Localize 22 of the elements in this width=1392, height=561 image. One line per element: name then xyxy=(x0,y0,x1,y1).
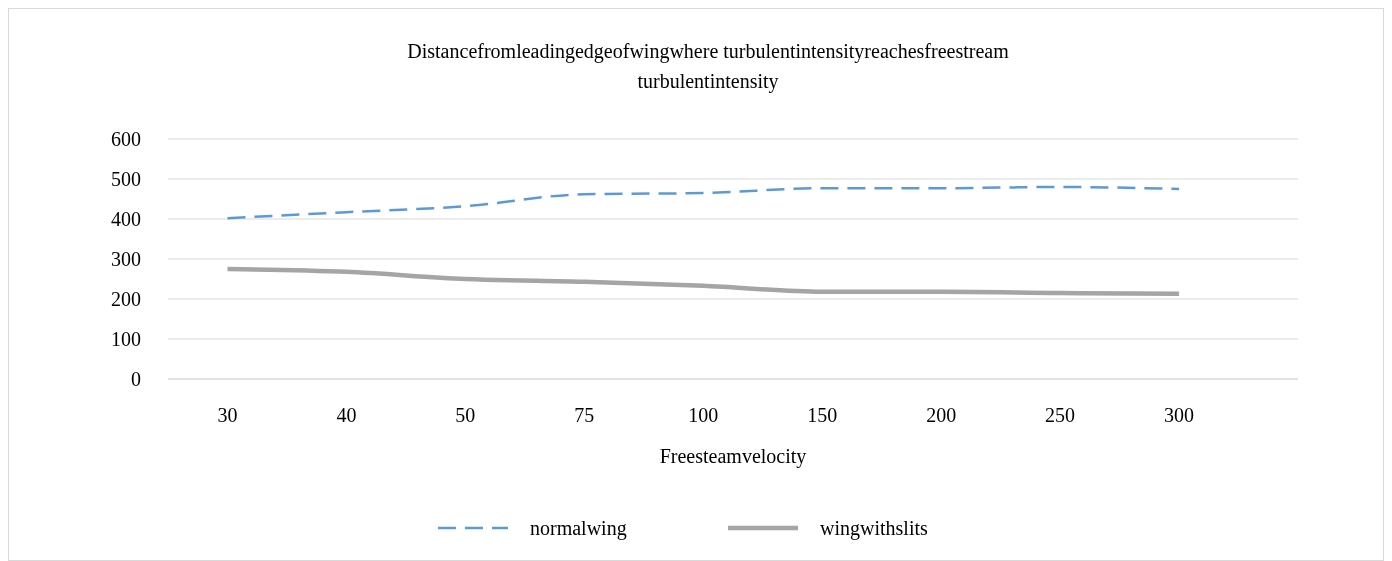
x-tick-label: 150 xyxy=(807,404,838,426)
x-tick-label: 100 xyxy=(688,404,719,426)
y-tick-label: 600 xyxy=(111,128,141,150)
y-tick-label: 300 xyxy=(111,248,141,270)
y-tick-label: 100 xyxy=(111,328,141,350)
line-series xyxy=(226,185,1181,220)
y-tick-label: 500 xyxy=(111,168,141,190)
y-tick-label: 0 xyxy=(131,368,141,390)
x-tick-label: 75 xyxy=(574,404,595,426)
legend-label: wingwithslits xyxy=(820,517,929,540)
x-tick-label: 250 xyxy=(1045,404,1076,426)
x-tick-label: 300 xyxy=(1164,404,1195,426)
legend-label: normalwing xyxy=(530,517,627,540)
y-tick-label: 200 xyxy=(111,288,141,310)
x-tick-label: 200 xyxy=(926,404,957,426)
y-tick-label: 400 xyxy=(111,208,141,230)
x-tick-label: 50 xyxy=(455,404,476,426)
chart-title: Distancefromleadingedgeofwingwhere turbulentintensityreachesfreestream turbulentintensity xyxy=(407,40,1010,93)
x-axis-title: Freesteamvelocity xyxy=(659,445,807,468)
x-tick-label: 30 xyxy=(217,404,238,426)
line-series xyxy=(225,266,1182,297)
x-tick-label: 40 xyxy=(336,404,357,426)
